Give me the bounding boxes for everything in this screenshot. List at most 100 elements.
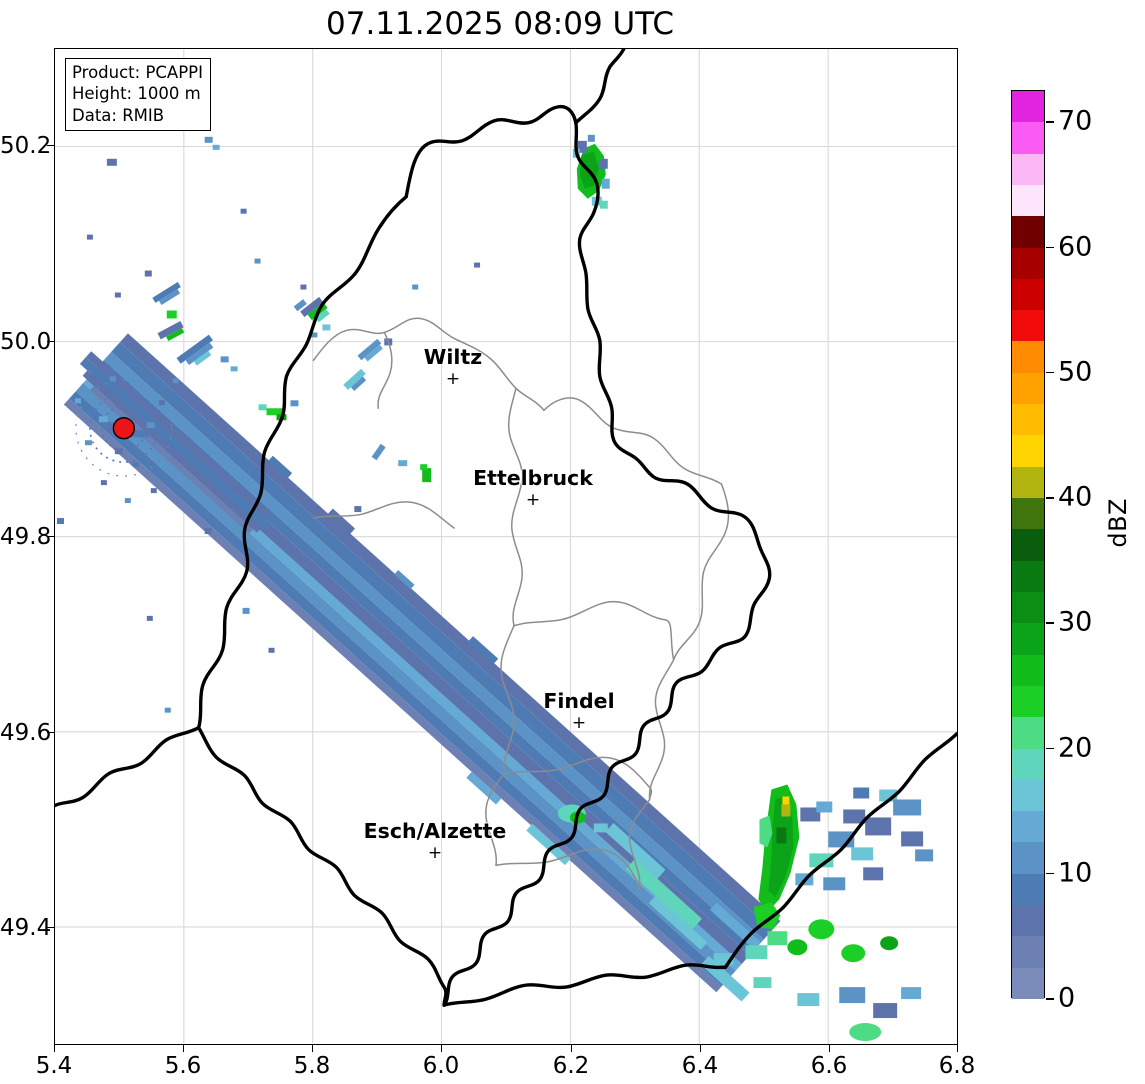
colorbar-tick [1046, 747, 1054, 750]
grid-lines [55, 49, 957, 1044]
x-tick [183, 1045, 185, 1052]
city-label-findel: Findel + [543, 689, 614, 732]
colorbar-band [1012, 278, 1044, 311]
radar-map-canvas: Product: PCAPPI Height: 1000 m Data: RMI… [55, 49, 957, 1044]
colorbar-tick-label: 60 [1058, 231, 1093, 263]
info-data: Data: RMIB [72, 105, 165, 125]
city-label-ettelbruck: Ettelbruck + [473, 466, 593, 509]
y-tick [47, 732, 54, 734]
echo-southeast-band [63, 333, 781, 1002]
x-tick-label: 6.8 [938, 1053, 976, 1079]
city-name: Findel [543, 689, 615, 713]
colorbar-tick-label: 50 [1058, 356, 1093, 388]
colorbar-tick [1046, 121, 1054, 123]
radar-site-marker [112, 417, 136, 440]
y-tick-label: 49.8 [0, 524, 52, 550]
y-tick [47, 341, 54, 343]
y-tick-label: 50.0 [0, 329, 52, 355]
colorbar-band [1012, 153, 1044, 185]
city-name: Wiltz [423, 345, 483, 369]
colorbar-band [1012, 184, 1044, 217]
colorbar-band [1012, 717, 1044, 749]
x-tick-label: 5.6 [164, 1053, 202, 1079]
colorbar[interactable] [1011, 90, 1045, 999]
colorbar-band [1012, 216, 1044, 248]
info-box: Product: PCAPPI Height: 1000 m Data: RMI… [65, 58, 211, 131]
colorbar-band [1012, 654, 1044, 686]
city-marker-cross: + [525, 490, 541, 510]
y-tick-label: 49.4 [0, 915, 52, 941]
colorbar-band [1012, 623, 1044, 655]
colorbar-band [1012, 685, 1044, 718]
city-name: Ettelbruck [473, 466, 593, 490]
colorbar-tick-label: 20 [1058, 732, 1093, 764]
colorbar-band [1012, 341, 1044, 373]
city-marker-cross: + [445, 369, 461, 389]
x-tick-label: 5.4 [35, 1053, 73, 1079]
city-marker-cross: + [427, 843, 443, 863]
colorbar-band [1012, 91, 1044, 123]
colorbar-tick [1046, 622, 1054, 624]
colorbar-band [1012, 873, 1044, 906]
colorbar-band [1012, 748, 1044, 780]
x-tick [700, 1045, 702, 1052]
city-marker-cross: + [571, 713, 587, 733]
y-tick-label: 50.2 [0, 133, 52, 159]
colorbar-band [1012, 122, 1044, 154]
colorbar-band [1012, 404, 1044, 436]
x-tick [957, 1045, 959, 1052]
colorbar-band [1012, 372, 1044, 405]
city-label-esch-alzette: Esch/Alzette + [364, 819, 507, 862]
country-border [55, 49, 957, 1007]
colorbar-band [1012, 936, 1044, 968]
colorbar-tick [1046, 246, 1054, 249]
x-tick [829, 1045, 831, 1052]
info-height: Height: 1000 m [72, 84, 201, 104]
x-tick [441, 1045, 443, 1052]
y-tick [47, 145, 54, 147]
colorbar-title: dBZ [1104, 498, 1132, 548]
page-title: 07.11.2025 08:09 UTC [326, 6, 674, 42]
colorbar-tick-label: 70 [1058, 105, 1093, 137]
colorbar-band [1012, 591, 1044, 624]
colorbar-band [1012, 842, 1044, 874]
colorbar-band [1012, 779, 1044, 812]
colorbar-tick [1046, 998, 1054, 1000]
colorbar-tick-label: 30 [1058, 606, 1093, 638]
x-tick-label: 6.4 [681, 1053, 719, 1079]
y-tick-label: 49.6 [0, 720, 52, 746]
x-tick [312, 1045, 314, 1052]
x-tick-label: 6.6 [810, 1053, 848, 1079]
colorbar-band [1012, 310, 1044, 342]
x-tick-label: 6.0 [422, 1053, 460, 1079]
x-tick-label: 6.2 [552, 1053, 590, 1079]
x-tick-label: 5.8 [293, 1053, 331, 1079]
colorbar-band [1012, 967, 1044, 999]
colorbar-tick-label: 10 [1058, 857, 1093, 889]
colorbar-band [1012, 466, 1044, 499]
city-label-wiltz: Wiltz + [424, 345, 482, 388]
colorbar-band [1012, 435, 1044, 467]
colorbar-tick [1046, 872, 1054, 875]
x-tick [571, 1045, 573, 1052]
colorbar-band [1012, 905, 1044, 937]
colorbar-band [1012, 498, 1044, 530]
x-tick [54, 1045, 56, 1052]
y-tick [47, 536, 54, 538]
colorbar-tick [1046, 371, 1054, 374]
colorbar-band [1012, 811, 1044, 843]
city-name: Esch/Alzette [363, 819, 507, 843]
colorbar-band [1012, 560, 1044, 592]
colorbar-band [1012, 247, 1044, 279]
colorbar-tick-label: 40 [1058, 481, 1093, 513]
colorbar-tick-label: 0 [1058, 982, 1076, 1014]
colorbar-tick [1046, 497, 1054, 499]
district-borders [312, 317, 730, 891]
y-tick [47, 927, 54, 929]
radar-map-plot[interactable]: Product: PCAPPI Height: 1000 m Data: RMI… [54, 48, 958, 1045]
colorbar-band [1012, 529, 1044, 561]
radar-echo-layer [56, 134, 934, 1042]
echo-east-cells [713, 784, 934, 1042]
radar-map-svg [55, 49, 957, 1044]
info-product: Product: PCAPPI [72, 63, 203, 82]
